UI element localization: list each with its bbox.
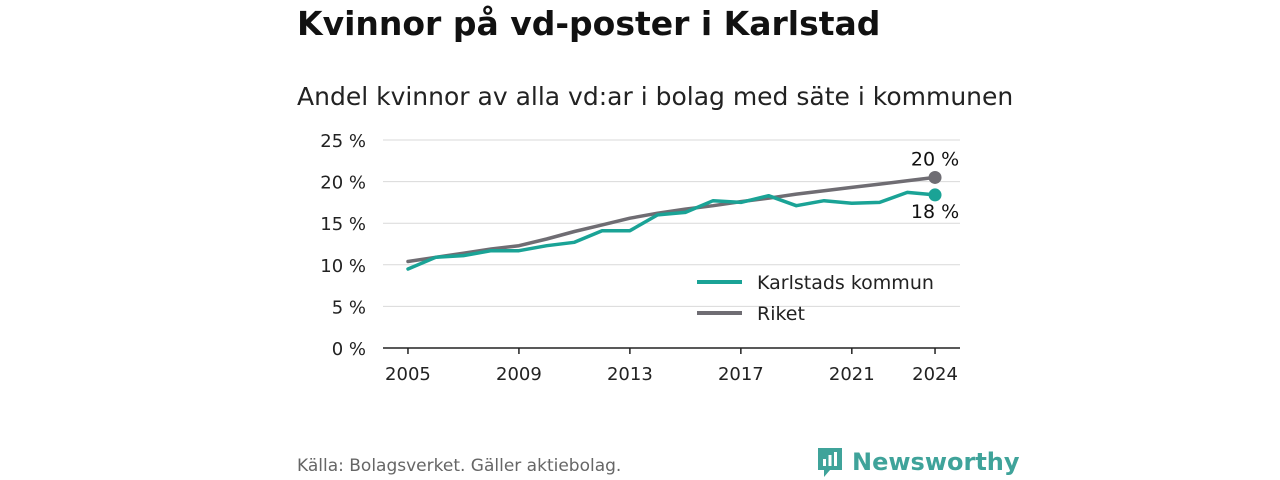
y-tick-label: 10 %	[320, 256, 366, 277]
x-tick-label: 2017	[718, 364, 764, 385]
y-tick-label: 20 %	[320, 173, 366, 194]
newsworthy-logo-icon	[818, 448, 842, 477]
series-end-point	[928, 170, 942, 184]
source-note: Källa: Bolagsverket. Gäller aktiebolag.	[297, 456, 622, 476]
legend-label: Karlstads kommun	[757, 272, 934, 294]
series-end-label: 20 %	[911, 148, 959, 170]
brand-logo: Newsworthy	[816, 446, 1020, 478]
y-tick-label: 5 %	[332, 297, 366, 318]
chart-title: Kvinnor på vd-poster i Karlstad	[297, 4, 881, 43]
legend-label: Riket	[757, 303, 805, 325]
series-line-riket	[406, 175, 937, 264]
y-tick-label: 25 %	[320, 131, 366, 152]
x-tick-label: 2013	[607, 364, 653, 385]
brand-name: Newsworthy	[852, 448, 1020, 476]
series-end-label: 18 %	[911, 201, 959, 223]
chart-subtitle: Andel kvinnor av alla vd:ar i bolag med …	[297, 82, 1014, 111]
x-tick-label: 2024	[912, 364, 958, 385]
x-tick-label: 2009	[496, 364, 542, 385]
series-line-karlstad	[406, 190, 937, 271]
x-tick-label: 2021	[829, 364, 875, 385]
y-tick-label: 0 %	[332, 339, 366, 360]
y-tick-label: 15 %	[320, 214, 366, 235]
series-end-point	[928, 188, 942, 202]
x-tick-label: 2005	[385, 364, 431, 385]
